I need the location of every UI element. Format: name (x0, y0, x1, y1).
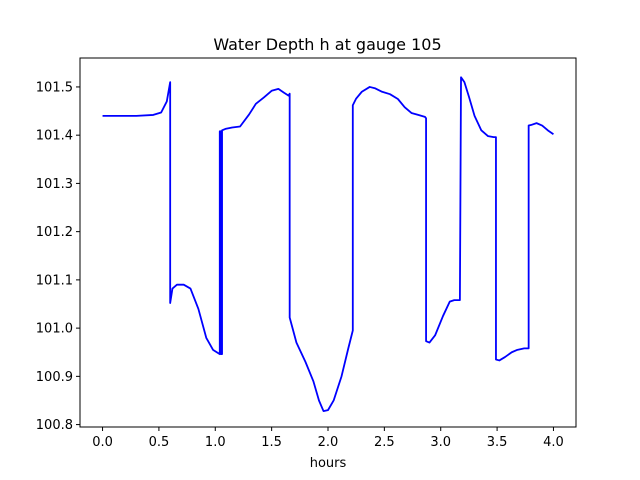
x-tick-label: 2.5 (374, 435, 395, 450)
plot-frame (79, 57, 577, 428)
x-tick-label: 2.0 (318, 435, 339, 450)
x-axis-ticks: 0.0 0.5 1.0 1.5 2.0 2.5 3.0 3.5 4.0 (92, 427, 564, 450)
x-tick-label: 3.5 (487, 435, 508, 450)
y-tick-label: 101.5 (36, 80, 73, 95)
y-axis-ticks: 100.8 100.9 101.0 101.1 101.2 101.3 101.4 101.5 (36, 80, 80, 433)
y-tick-label: 100.8 (36, 418, 73, 433)
chart-title: Water Depth h at gauge 105 (213, 35, 441, 54)
y-tick-label: 101.3 (36, 177, 73, 192)
x-tick-label: 1.0 (205, 435, 226, 450)
x-tick-label: 3.0 (430, 435, 451, 450)
y-tick-label: 101.1 (36, 273, 73, 288)
series-layer (102, 76, 554, 412)
x-tick-label: 0.5 (149, 435, 170, 450)
y-tick-label: 100.9 (36, 370, 73, 385)
y-tick-label: 101.0 (36, 322, 73, 337)
y-tick-label: 101.2 (36, 225, 73, 240)
y-tick-label: 101.4 (36, 129, 73, 144)
series-line-0 (102, 76, 554, 412)
x-tick-label: 1.5 (261, 435, 282, 450)
x-axis-label: hours (310, 456, 347, 471)
x-tick-label: 0.0 (92, 435, 113, 450)
x-tick-label: 4.0 (543, 435, 564, 450)
plot-area: 0.0 0.5 1.0 1.5 2.0 2.5 3.0 3.5 4.0 100.8100.910… (36, 57, 577, 450)
